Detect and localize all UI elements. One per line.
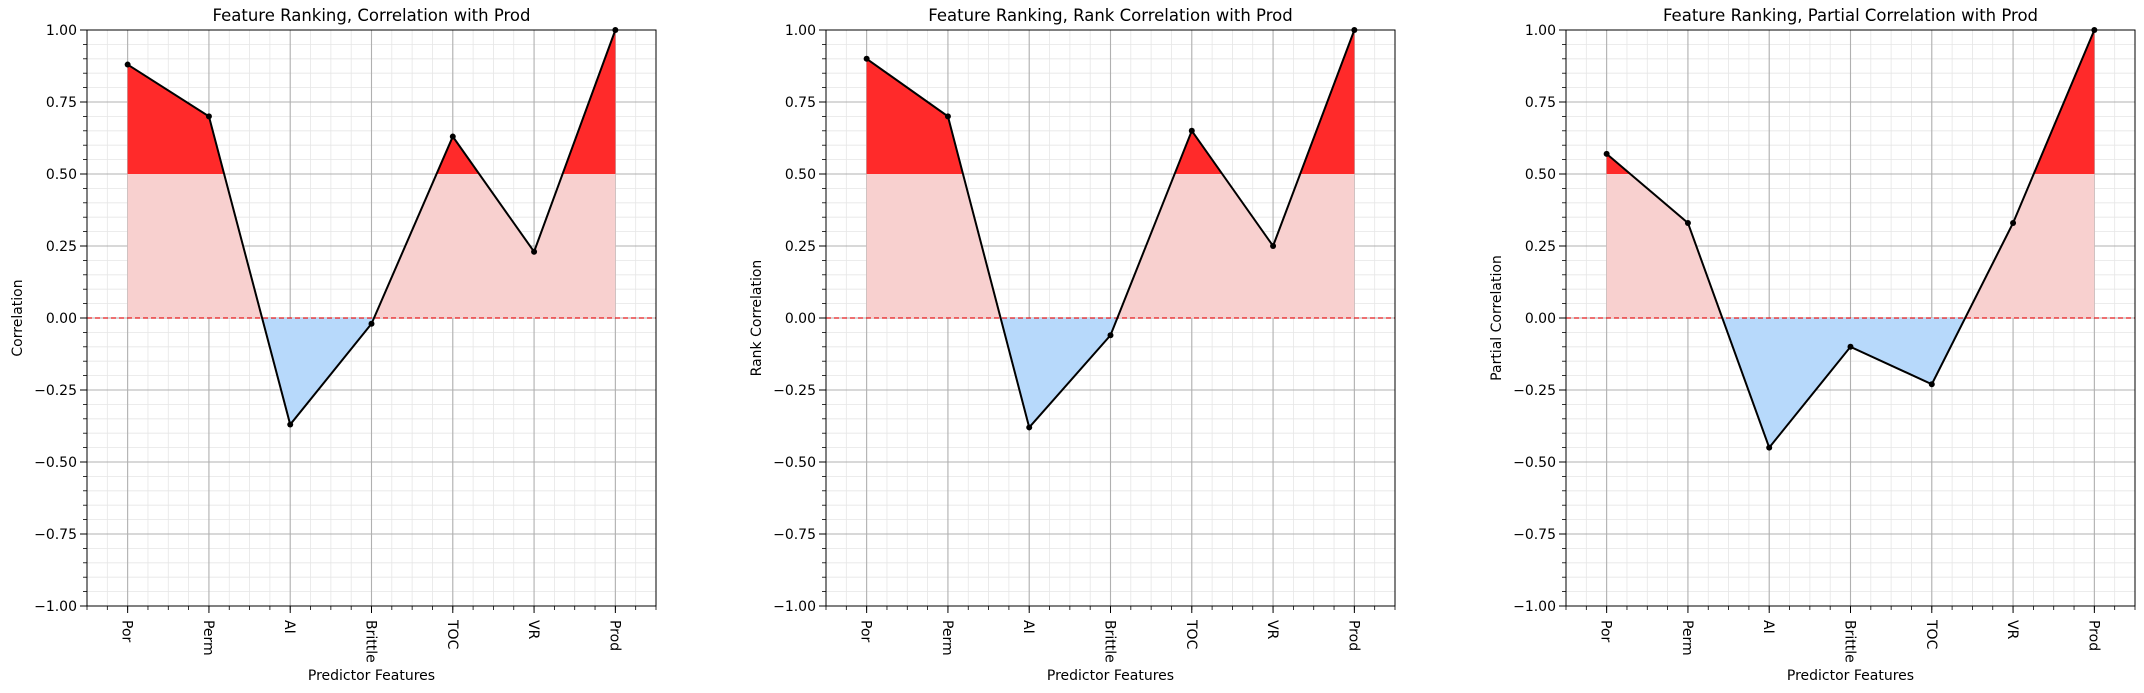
x-tick-label-por: Por [858,620,874,643]
chart-panel-3: −1.00 −0.75 −0.50 −0.25 0.00 0.25 0.50 0.75 1.00… [1489,6,2136,684]
y-tick-label: 0.00 [785,311,816,327]
strong-correlation-fill [866,30,1355,174]
y-axis-label: Correlation [10,279,26,356]
y-tick-label: −0.25 [773,383,816,399]
chart-panel-1: −1.00 −0.75 −0.50 −0.25 0.00 0.25 0.50 0.75 1.00… [10,6,657,684]
data-point-por [124,61,131,68]
data-point-vr [1270,243,1277,249]
x-tick-label-prod: Prod [1345,620,1361,651]
x-tick-label-toc: TOC [1183,619,1199,650]
y-tick-label: 0.00 [46,311,77,327]
data-point-brittle [368,320,375,327]
y-tick-label: 1.00 [46,23,77,39]
data-point-toc [1928,381,1935,388]
chart-title: Feature Ranking, Correlation with Prod [213,6,531,25]
chart-title: Feature Ranking, Rank Correlation with P… [928,6,1292,25]
y-tick-label: −0.75 [34,527,77,543]
x-tick-label-vr: VR [2004,620,2020,640]
strong-correlation-fill [1606,30,2095,174]
y-tick-label: −0.75 [773,527,816,543]
data-point-vr [2010,219,2017,226]
data-point-ai [1766,444,1773,451]
data-point-perm [1684,219,1691,226]
data-point-vr [531,248,538,255]
positive-fill [127,174,616,318]
y-tick-label: −1.00 [773,599,816,615]
x-axis-label: Predictor Features [308,668,435,684]
x-tick-label-vr: VR [1264,620,1280,640]
data-point-toc [1188,127,1195,134]
x-tick-label-vr: VR [525,620,541,640]
x-tick-label-por: Por [119,620,135,643]
x-axis-label: Predictor Features [1047,668,1174,684]
y-axis-label: Rank Correlation [749,260,765,377]
y-tick-label: 0.50 [46,167,77,183]
x-tick-label-brittle: Brittle [1842,620,1858,663]
y-tick-label: −0.50 [773,455,816,471]
y-tick-label: 0.25 [46,239,77,255]
chart-title: Feature Ranking, Partial Correlation wit… [1663,6,2038,25]
strong-correlation-fill [127,30,616,174]
x-tick-label-prod: Prod [2085,620,2101,651]
data-point-brittle [1847,343,1854,350]
x-tick-label-prod: Prod [606,620,622,651]
data-point-brittle [1107,332,1114,339]
y-tick-label: 0.75 [785,95,816,111]
y-tick-label: −0.50 [1513,455,1556,471]
x-tick-label-toc: TOC [444,619,460,650]
y-tick-label: −1.00 [34,599,77,615]
data-point-perm [944,113,951,120]
x-tick-label-ai: AI [1760,620,1776,634]
y-tick-label: −0.50 [34,455,77,471]
chart-panel-2: −1.00 −0.75 −0.50 −0.25 0.00 0.25 0.50 0.75 1.00… [749,6,1396,684]
positive-fill [1606,174,2095,318]
x-axis-label: Predictor Features [1787,668,1914,684]
y-tick-label: 0.75 [1525,95,1556,111]
x-tick-label-perm: Perm [200,620,216,656]
x-tick-label-brittle: Brittle [1102,620,1118,663]
x-tick-label-perm: Perm [939,620,955,656]
y-tick-label: 0.25 [1525,239,1556,255]
y-tick-label: −1.00 [1513,599,1556,615]
x-tick-label-brittle: Brittle [363,620,379,663]
y-tick-label: 1.00 [1525,23,1556,39]
y-tick-label: 0.25 [785,239,816,255]
x-tick-label-perm: Perm [1679,620,1695,656]
positive-fill [866,174,1355,318]
y-tick-label: −0.75 [1513,527,1556,543]
data-point-perm [205,113,212,120]
y-axis-label: Partial Correlation [1489,255,1505,381]
y-tick-label: 0.00 [1525,311,1556,327]
x-tick-label-ai: AI [281,620,297,634]
y-tick-label: −0.25 [1513,383,1556,399]
y-tick-label: 0.50 [1525,167,1556,183]
y-tick-label: 1.00 [785,23,816,39]
data-point-ai [1026,424,1033,431]
y-tick-label: 0.75 [46,95,77,111]
x-tick-label-ai: AI [1020,620,1036,634]
data-point-ai [287,421,294,428]
data-point-por [863,55,870,62]
y-tick-label: −0.25 [34,383,77,399]
x-tick-label-por: Por [1598,620,1614,643]
data-point-por [1603,150,1610,157]
x-tick-label-toc: TOC [1923,619,1939,650]
y-tick-label: 0.50 [785,167,816,183]
data-point-toc [449,133,456,140]
